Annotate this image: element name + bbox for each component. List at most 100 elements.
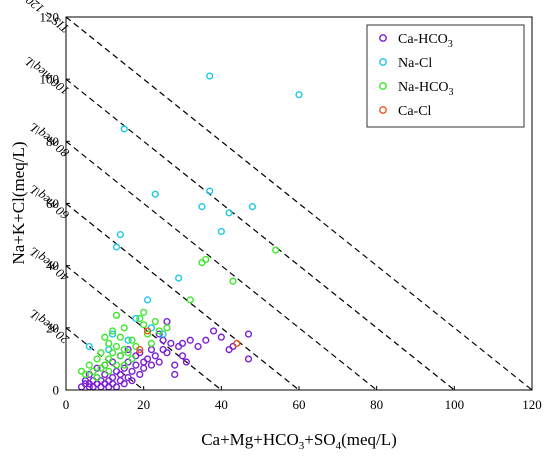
point-na-cl-13 — [105, 345, 113, 354]
point-na-cl-5 — [248, 203, 257, 211]
point-ca-hco3-20 — [116, 370, 124, 379]
point-ca-hco3-38 — [159, 345, 167, 354]
point-ca-hco3-24 — [124, 358, 132, 366]
point-ca-hco3-9 — [97, 383, 105, 391]
point-na-hco3-18 — [116, 352, 124, 360]
point-na-cl-1 — [295, 91, 303, 99]
point-na-hco3-5 — [140, 308, 148, 316]
point-ca-hco3-27 — [132, 361, 140, 369]
y-tick-label-0: 0 — [53, 383, 60, 398]
point-ca-hco3-45 — [178, 352, 187, 360]
point-na-hco3-37 — [163, 324, 171, 332]
y-tick-label-4: 80 — [46, 134, 59, 149]
point-na-cl-9 — [116, 230, 124, 239]
point-na-hco3-10 — [101, 333, 109, 341]
point-na-cl-18 — [124, 336, 132, 344]
point-na-hco3-35 — [147, 339, 156, 347]
legend-marker-ca-cl — [379, 106, 387, 114]
point-ca-hco3-11 — [101, 380, 109, 388]
point-ca-hco3-37 — [155, 358, 163, 366]
point-na-hco3-22 — [101, 361, 109, 369]
x-tick-label-1: 20 — [137, 397, 150, 412]
legend-label-part-0: Na-Cl — [398, 56, 432, 71]
point-ca-hco3-18 — [112, 367, 121, 375]
x-tick-label-5: 100 — [445, 397, 465, 412]
point-na-hco3-29 — [77, 367, 86, 375]
point-na-hco3-4 — [186, 296, 194, 304]
point-na-hco3-11 — [116, 333, 124, 341]
point-ca-hco3-6 — [89, 377, 97, 385]
point-ca-hco3-15 — [108, 380, 117, 388]
legend-label-part-1: 3 — [449, 87, 454, 98]
point-na-cl-14 — [85, 342, 93, 351]
point-ca-hco3-33 — [143, 355, 152, 363]
point-ca-hco3-47 — [182, 358, 190, 366]
point-ca-hco3-10 — [97, 377, 105, 385]
y-tick-label-2: 40 — [46, 258, 59, 273]
point-na-hco3-23 — [112, 361, 121, 369]
legend-marker-na-hco3 — [379, 82, 387, 90]
point-ca-hco3-14 — [105, 377, 113, 385]
point-na-hco3-0 — [272, 246, 280, 254]
point-ca-cl-0 — [233, 339, 241, 347]
y-tick-label-1: 20 — [46, 320, 59, 335]
tds-line-80 — [66, 140, 378, 390]
point-ca-hco3-48 — [186, 336, 194, 344]
point-ca-hco3-54 — [244, 355, 253, 363]
point-na-hco3-15 — [120, 345, 128, 354]
point-ca-hco3-35 — [147, 345, 156, 354]
point-na-hco3-33 — [140, 321, 148, 329]
point-na-hco3-28 — [93, 373, 101, 382]
point-ca-hco3-51 — [209, 327, 218, 335]
point-na-cl-2 — [120, 125, 128, 133]
point-ca-hco3-49 — [194, 342, 202, 351]
point-na-hco3-21 — [85, 361, 93, 369]
point-ca-hco3-23 — [124, 373, 132, 382]
point-na-hco3-2 — [202, 255, 210, 264]
point-na-hco3-27 — [81, 370, 90, 379]
tds-line-100 — [66, 78, 455, 390]
point-na-hco3-20 — [105, 355, 113, 363]
point-na-hco3-7 — [136, 314, 144, 323]
point-ca-hco3-30 — [136, 349, 144, 357]
x-tick-label-3: 60 — [293, 397, 306, 412]
x-tick-label-0: 0 — [63, 397, 70, 412]
data-points-layer — [77, 72, 303, 391]
point-ca-hco3-32 — [140, 358, 148, 366]
point-na-hco3-39 — [120, 361, 128, 369]
point-ca-hco3-13 — [105, 383, 113, 391]
point-na-hco3-38 — [128, 355, 136, 363]
point-na-hco3-1 — [198, 258, 206, 267]
point-ca-hco3-0 — [77, 383, 86, 391]
legend-label-ca-cl: Ca-Cl — [398, 104, 432, 119]
point-ca-hco3-62 — [108, 358, 117, 366]
point-na-cl-19 — [108, 330, 117, 338]
point-ca-hco3-52 — [217, 333, 225, 341]
point-ca-hco3-16 — [108, 373, 117, 382]
point-na-cl-0 — [206, 72, 214, 80]
y-axis-label: Na+K+Cl(meq/L) — [9, 141, 28, 264]
point-na-hco3-13 — [105, 339, 113, 347]
point-na-hco3-16 — [97, 349, 105, 357]
x-axis-label-part-2: +SO — [304, 430, 335, 449]
point-ca-hco3-31 — [140, 364, 148, 372]
legend-label-part-1: 3 — [448, 39, 453, 50]
legend-marker-ca-hco3 — [379, 34, 387, 42]
tds-line-60 — [66, 203, 300, 390]
point-ca-hco3-39 — [159, 336, 167, 344]
point-na-hco3-24 — [89, 367, 97, 375]
legend-label-part-0: Ca-HCO — [398, 32, 448, 47]
x-tick-label-4: 80 — [370, 397, 383, 412]
point-ca-hco3-12 — [101, 370, 109, 379]
point-na-hco3-6 — [112, 311, 121, 320]
point-ca-hco3-56 — [229, 342, 237, 351]
point-ca-cl-1 — [143, 327, 152, 335]
legend-label-ca-hco3: Ca-HCO3 — [398, 32, 453, 50]
tds-label-120: TIS = 120 meq\L — [0, 0, 72, 36]
series-na-hco3 — [77, 246, 280, 382]
point-ca-hco3-28 — [132, 352, 140, 360]
point-ca-hco3-22 — [120, 364, 128, 372]
point-ca-hco3-57 — [155, 330, 163, 338]
point-na-hco3-8 — [120, 324, 128, 332]
